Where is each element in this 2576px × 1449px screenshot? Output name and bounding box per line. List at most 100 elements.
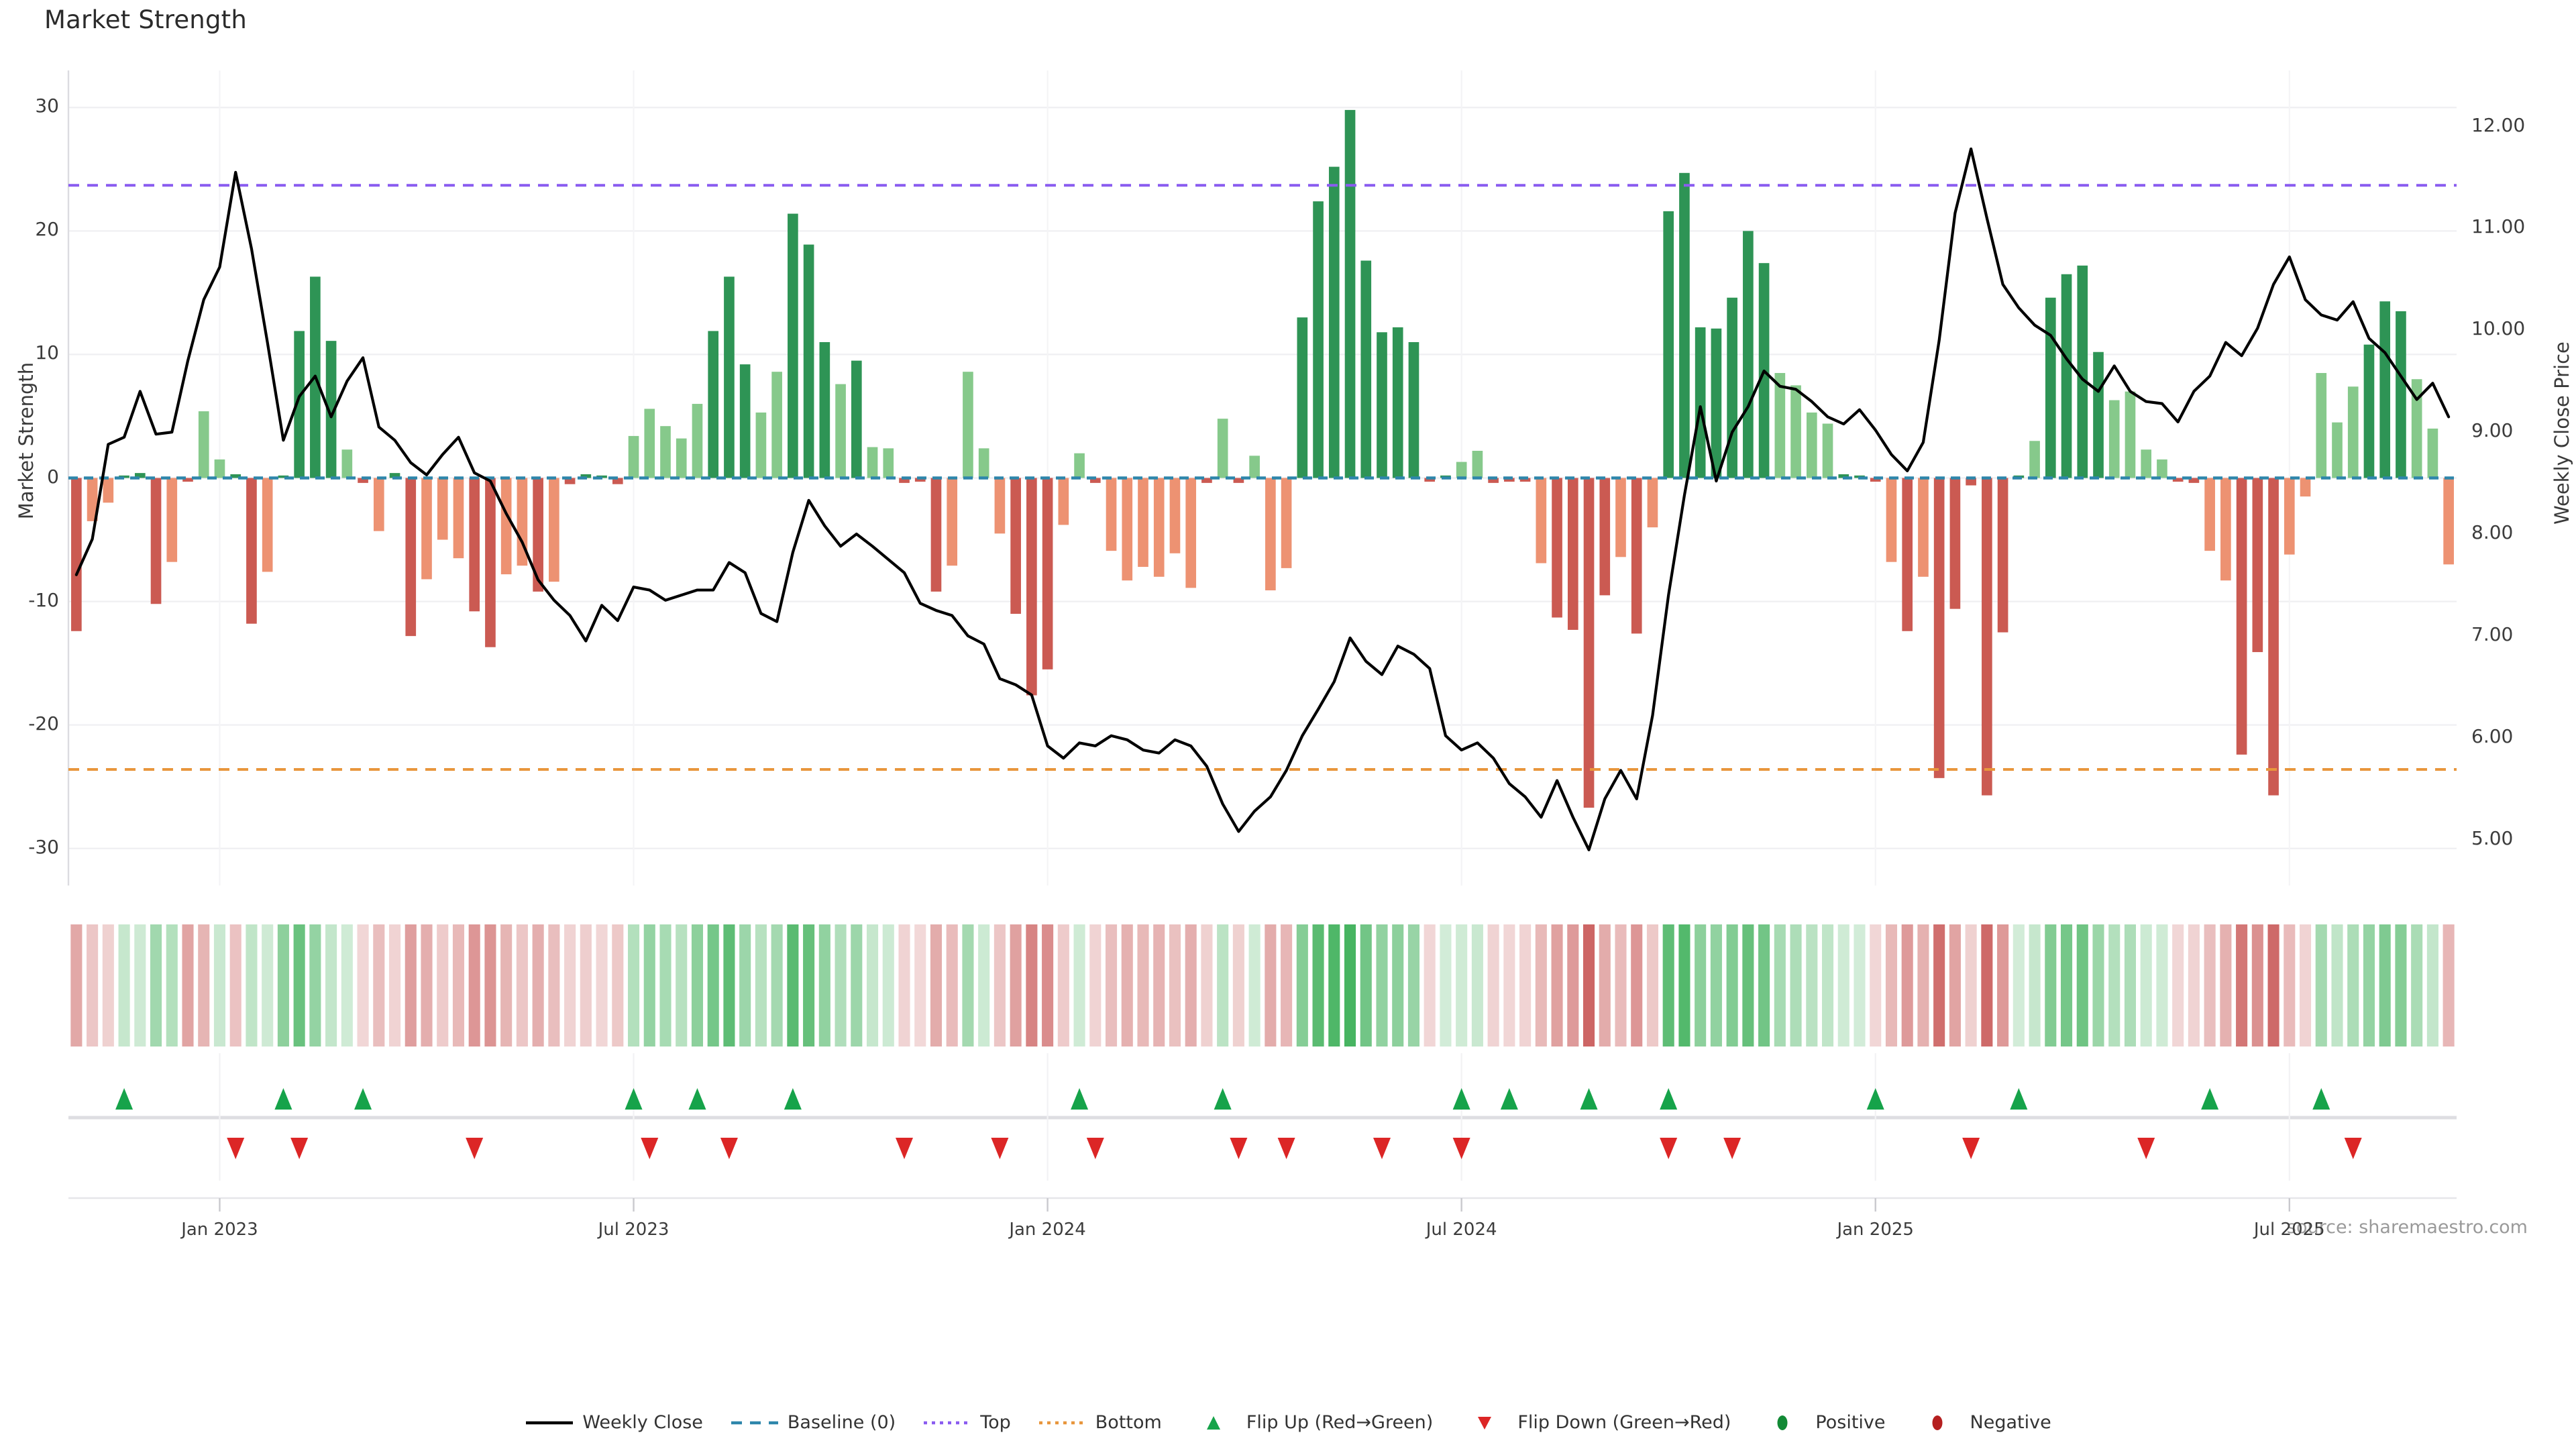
legend-item-circle[interactable]: Negative [1913, 1412, 2051, 1433]
heatmap-cell [1758, 924, 1770, 1046]
legend-label: Top [980, 1412, 1011, 1433]
heatmap-cell [1471, 924, 1483, 1046]
strength-bar [214, 459, 225, 478]
y-axis-tick-label: 30 [35, 95, 59, 117]
strength-bar [994, 478, 1006, 534]
x-axis-tick-label: Jan 2025 [1837, 1220, 1914, 1240]
flip-down-marker [1660, 1138, 1678, 1159]
heatmap-cell [150, 924, 162, 1046]
heatmap-cell [2347, 924, 2359, 1046]
heatmap-cell [1662, 924, 1674, 1046]
strength-bar [1313, 201, 1324, 478]
legend-item-triangle-down[interactable]: Flip Down (Green→Red) [1460, 1412, 1731, 1433]
heatmap-cell [723, 924, 735, 1046]
heatmap-cell [580, 924, 592, 1046]
strength-bar [628, 435, 639, 478]
strength-bar [198, 411, 209, 478]
strength-bar [755, 412, 767, 478]
legend-item-dotted-line[interactable]: Top [922, 1412, 1011, 1433]
strength-bar [930, 478, 942, 592]
heatmap-cell [930, 924, 943, 1046]
heatmap-cell [2172, 924, 2184, 1046]
flip-up-marker [1214, 1088, 1232, 1110]
flip-down-marker [1373, 1138, 1391, 1159]
legend-item-solid-line[interactable]: Weekly Close [525, 1412, 703, 1433]
strength-bar [246, 478, 257, 624]
strength-bar [1058, 478, 1069, 525]
heatmap-cell [962, 924, 974, 1046]
circle-icon [1913, 1414, 1962, 1432]
strength-bar [660, 426, 671, 478]
strength-bar [2172, 478, 2184, 482]
heatmap-cell [2363, 924, 2375, 1046]
strength-bar [1185, 478, 1197, 588]
strength-bar [1933, 478, 1945, 778]
y2-axis-tick-label: 10.00 [2471, 317, 2526, 340]
y2-axis-tick-label: 8.00 [2471, 521, 2514, 544]
circle-icon [1758, 1414, 1807, 1432]
strength-bar [1695, 327, 1706, 478]
main-plot-area[interactable] [67, 70, 2457, 885]
heatmap-cell [2012, 924, 2025, 1046]
strength-bar [739, 364, 751, 478]
strength-bar [2141, 449, 2152, 478]
heatmap-cell [1774, 924, 1786, 1046]
heatmap-cell [596, 924, 608, 1046]
strength-bar [2268, 478, 2279, 796]
heatmap-cell [1965, 924, 1977, 1046]
heatmap-cell [851, 924, 863, 1046]
heatmap-cell [564, 924, 576, 1046]
strength-bar [2061, 274, 2072, 478]
flip-down-marker [720, 1138, 738, 1159]
y-axis-tick-label: -20 [28, 712, 59, 735]
heatmap-cell [325, 924, 337, 1046]
strength-bar [1456, 462, 1467, 478]
strength-bar [899, 478, 910, 483]
flip-up-marker [784, 1088, 802, 1110]
heatmap-cell [1201, 924, 1213, 1046]
strength-bar [1233, 478, 1244, 483]
strength-bar [166, 478, 178, 562]
strength-bar [1010, 478, 1021, 614]
heatmap-cell [2092, 924, 2104, 1046]
legend-item-circle[interactable]: Positive [1758, 1412, 1886, 1433]
heatmap-cell [914, 924, 926, 1046]
strength-bar [1918, 478, 1929, 577]
heatmap-cell [643, 924, 655, 1046]
legend-item-dotted-line[interactable]: Bottom [1038, 1412, 1162, 1433]
strength-bar [453, 478, 464, 559]
strength-bar [2396, 311, 2406, 478]
strength-bar [1982, 478, 1992, 796]
heatmap-cell [898, 924, 910, 1046]
strength-bar [421, 478, 432, 580]
dashed-line-icon [730, 1414, 780, 1432]
strength-bar [1424, 478, 1436, 482]
strength-bar [851, 360, 862, 478]
heatmap-cell [2251, 924, 2263, 1046]
strength-bar [1966, 478, 1976, 486]
strength-bar [278, 475, 289, 478]
page-title: Market Strength [44, 5, 247, 34]
legend-item-triangle-up[interactable]: Flip Up (Red→Green) [1189, 1412, 1433, 1433]
y-axis-tick-label: 20 [35, 218, 59, 241]
strength-bar [2204, 478, 2215, 551]
heatmap-cell [1821, 924, 1834, 1046]
flip-down-marker [641, 1138, 659, 1159]
strength-bar [1838, 474, 1849, 478]
strength-bar [294, 331, 305, 478]
y2-axis-tick-label: 7.00 [2471, 623, 2514, 645]
heatmap-cell [2188, 924, 2200, 1046]
strength-bar [1377, 332, 1387, 478]
y2-axis-tick-label: 9.00 [2471, 419, 2514, 442]
y2-axis-tick-label: 6.00 [2471, 724, 2514, 747]
flip-up-marker [1452, 1088, 1470, 1110]
heatmap-cell [1567, 924, 1579, 1046]
strength-bar [182, 478, 193, 482]
flip-up-marker [1580, 1088, 1598, 1110]
heatmap-cell [341, 924, 353, 1046]
strength-bar [500, 478, 512, 575]
legend-item-dashed-line[interactable]: Baseline (0) [730, 1412, 896, 1433]
heatmap-cell [373, 924, 385, 1046]
strength-bar [1519, 478, 1531, 482]
heatmap-cell [1997, 924, 2009, 1046]
